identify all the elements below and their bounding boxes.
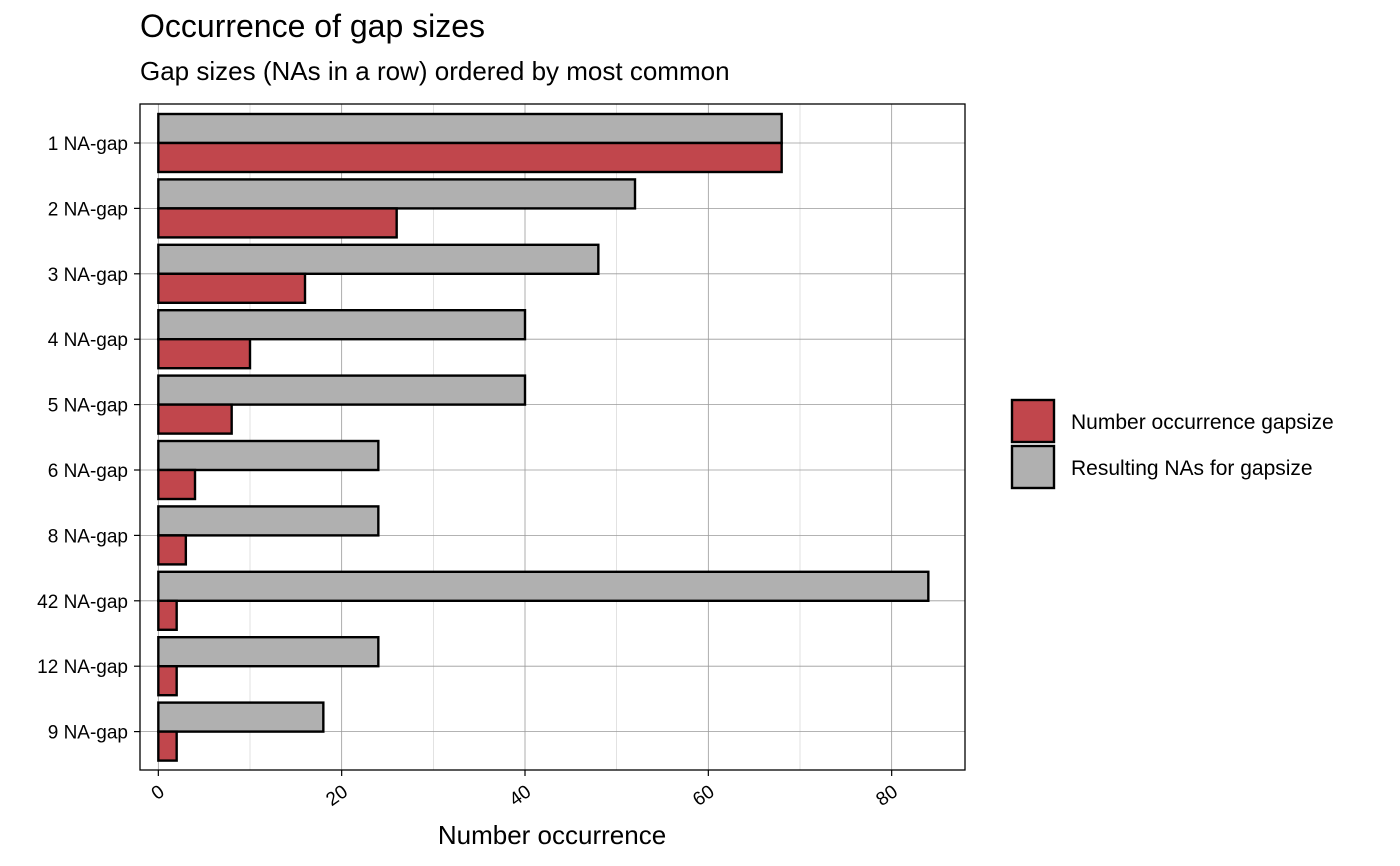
- bar-resulting-nas: [157, 309, 527, 341]
- bars-layer: [157, 112, 930, 762]
- y-tick-label: 2 NA-gap: [48, 199, 128, 220]
- legend-swatch: [1010, 444, 1056, 490]
- bar-number-occurrence: [157, 403, 233, 435]
- x-tick-label: 40: [506, 781, 535, 810]
- y-tick-label: 9 NA-gap: [48, 723, 128, 744]
- x-axis-title: Number occurrence: [438, 820, 666, 850]
- bar-resulting-nas: [157, 701, 325, 733]
- bar-number-occurrence: [157, 207, 398, 239]
- y-tick-label: 6 NA-gap: [48, 461, 128, 482]
- y-tick-label: 8 NA-gap: [48, 526, 128, 547]
- y-tick-label: 4 NA-gap: [48, 330, 128, 351]
- y-tick-label: 3 NA-gap: [48, 265, 128, 286]
- bar-resulting-nas: [157, 439, 380, 472]
- bar-resulting-nas: [157, 636, 380, 668]
- y-tick-label: 5 NA-gap: [48, 396, 128, 417]
- y-tick-label: 42 NA-gap: [37, 592, 128, 613]
- bar-resulting-nas: [157, 178, 637, 210]
- bar-number-occurrence: [157, 730, 178, 762]
- y-tick-label: 1 NA-gap: [48, 134, 128, 155]
- legend-label: Resulting NAs for gapsize: [1071, 457, 1313, 480]
- chart-subtitle: Gap sizes (NAs in a row) ordered by most…: [140, 56, 730, 86]
- chart-title: Occurrence of gap sizes: [140, 8, 486, 44]
- plot-panel-border: [139, 103, 966, 771]
- axes-layer: 1 NA-gap 2 NA-gap 3 NA-gap 4 NA-gap 5 NA-gap…: [37, 134, 902, 811]
- legend-label: Number occurrence gapsize: [1071, 411, 1334, 434]
- bar-number-occurrence: [157, 338, 252, 370]
- x-tick-label: 20: [323, 781, 352, 810]
- bar-resulting-nas: [157, 505, 380, 537]
- bar-number-occurrence: [157, 468, 197, 501]
- bar-number-occurrence: [157, 141, 783, 174]
- x-tick-label: 80: [873, 781, 902, 810]
- bar-resulting-nas: [157, 570, 930, 602]
- bar-resulting-nas: [157, 374, 527, 406]
- x-tick-label: 0: [148, 781, 169, 804]
- x-tick-label: 60: [689, 781, 718, 810]
- bar-number-occurrence: [157, 665, 178, 697]
- bar-resulting-nas: [157, 243, 600, 276]
- y-tick-label: 12 NA-gap: [37, 657, 128, 678]
- bar-number-occurrence: [157, 599, 178, 631]
- bar-resulting-nas: [157, 112, 783, 145]
- bar-number-occurrence: [157, 534, 188, 566]
- legend-swatch: [1010, 398, 1056, 444]
- legend: Number occurrence gapsize Resulting NAs f…: [1010, 398, 1334, 490]
- bar-number-occurrence: [157, 272, 307, 304]
